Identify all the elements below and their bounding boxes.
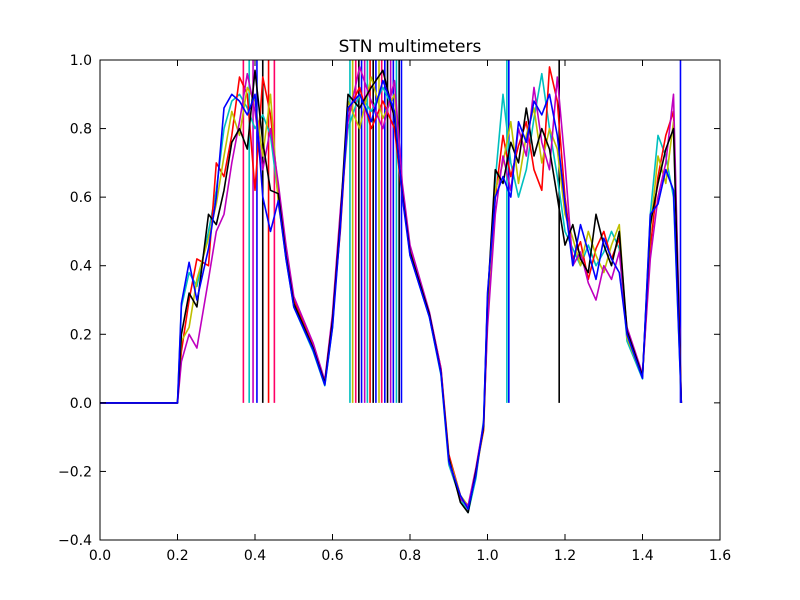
x-axis: 0.0 0.2 0.4 0.6 0.8 1.0 1.2 1.4 1.6 — [89, 60, 731, 564]
y-tick-label: −0.4 — [58, 533, 92, 549]
x-tick-label: 0.4 — [244, 548, 266, 564]
x-tick-label: 1.2 — [554, 548, 576, 564]
y-tick-label: 0.0 — [70, 396, 92, 412]
x-tick-label: 1.0 — [476, 548, 498, 564]
y-tick-label: 0.8 — [70, 122, 92, 138]
x-tick-label: 0.2 — [166, 548, 188, 564]
x-tick-label: 0.8 — [399, 548, 421, 564]
x-tick-label: 1.4 — [631, 548, 653, 564]
y-tick-label: 0.4 — [70, 259, 92, 275]
y-tick-label: 1.0 — [70, 53, 92, 69]
series-line-5 — [100, 79, 683, 510]
y-axis: −0.4 −0.2 0.0 0.2 0.4 0.6 0.8 1.0 — [58, 53, 720, 549]
plot-area — [100, 60, 683, 514]
x-tick-label: 0.6 — [321, 548, 343, 564]
y-tick-label: 0.2 — [70, 327, 92, 343]
x-tick-label: 0.0 — [89, 548, 111, 564]
x-tick-label: 1.6 — [709, 548, 731, 564]
chart-title: STN multimeters — [339, 37, 482, 57]
y-tick-label: 0.6 — [70, 190, 92, 206]
y-tick-label: −0.2 — [58, 464, 92, 480]
